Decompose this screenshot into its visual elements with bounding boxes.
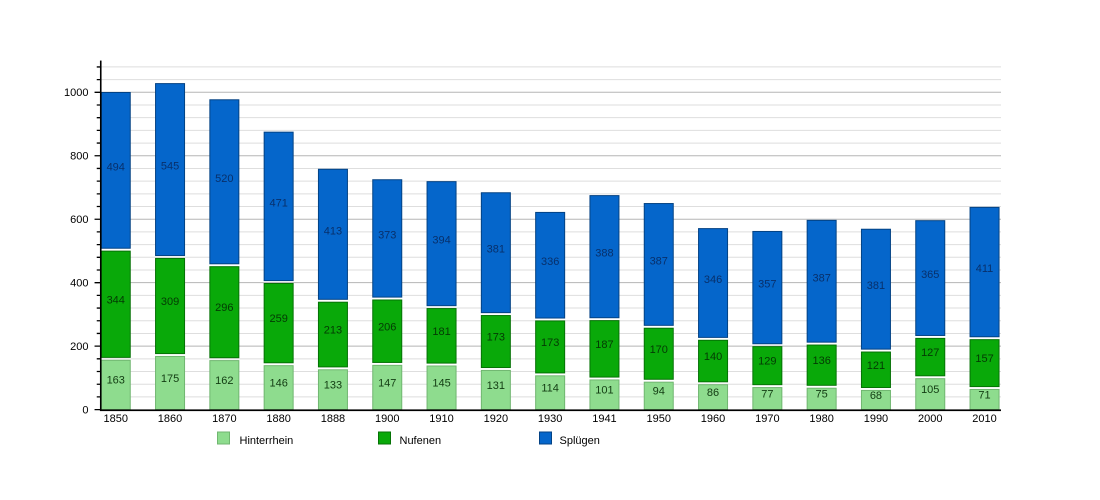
svg-text:1860: 1860 <box>158 413 182 425</box>
svg-text:1960: 1960 <box>701 413 725 425</box>
svg-text:173: 173 <box>541 337 559 349</box>
svg-text:357: 357 <box>758 279 776 291</box>
svg-text:1910: 1910 <box>429 413 453 425</box>
svg-text:309: 309 <box>161 296 179 308</box>
svg-text:1980: 1980 <box>809 413 833 425</box>
svg-text:2000: 2000 <box>918 413 942 425</box>
svg-text:388: 388 <box>595 248 613 260</box>
svg-text:471: 471 <box>269 197 287 209</box>
svg-text:387: 387 <box>650 255 668 267</box>
svg-text:344: 344 <box>107 294 125 306</box>
svg-text:181: 181 <box>432 326 450 338</box>
svg-text:163: 163 <box>107 375 125 387</box>
svg-text:77: 77 <box>761 388 773 400</box>
svg-text:129: 129 <box>758 356 776 368</box>
svg-text:1880: 1880 <box>266 413 290 425</box>
svg-text:71: 71 <box>978 389 990 401</box>
svg-text:105: 105 <box>921 384 939 396</box>
svg-text:400: 400 <box>70 278 88 290</box>
svg-text:1990: 1990 <box>864 413 888 425</box>
svg-text:101: 101 <box>595 385 613 397</box>
svg-text:75: 75 <box>816 389 828 401</box>
svg-text:127: 127 <box>921 347 939 359</box>
svg-text:1850: 1850 <box>104 413 128 425</box>
svg-text:800: 800 <box>70 151 88 163</box>
svg-text:381: 381 <box>487 244 505 256</box>
svg-text:68: 68 <box>870 390 882 402</box>
svg-text:86: 86 <box>707 387 719 399</box>
svg-text:94: 94 <box>653 386 665 398</box>
svg-text:411: 411 <box>976 263 994 275</box>
svg-text:494: 494 <box>107 161 125 173</box>
svg-text:1970: 1970 <box>755 413 779 425</box>
svg-text:1870: 1870 <box>212 413 236 425</box>
svg-text:175: 175 <box>161 373 179 385</box>
svg-text:1950: 1950 <box>647 413 671 425</box>
svg-text:Nufenen: Nufenen <box>400 435 442 447</box>
svg-text:206: 206 <box>378 321 396 333</box>
svg-text:145: 145 <box>432 378 450 390</box>
svg-text:146: 146 <box>269 377 287 389</box>
svg-text:157: 157 <box>975 353 993 365</box>
svg-text:0: 0 <box>82 405 88 417</box>
svg-text:131: 131 <box>487 380 505 392</box>
svg-text:140: 140 <box>704 351 722 363</box>
svg-text:296: 296 <box>215 302 233 314</box>
svg-text:200: 200 <box>70 341 88 353</box>
svg-text:259: 259 <box>269 313 287 325</box>
svg-text:413: 413 <box>324 225 342 237</box>
svg-text:173: 173 <box>487 332 505 344</box>
svg-text:170: 170 <box>650 344 668 356</box>
svg-text:1941: 1941 <box>592 413 616 425</box>
svg-text:Hinterrhein: Hinterrhein <box>240 435 294 447</box>
svg-text:187: 187 <box>595 339 613 351</box>
svg-text:336: 336 <box>541 256 559 268</box>
svg-text:373: 373 <box>378 229 396 241</box>
svg-text:365: 365 <box>921 269 939 281</box>
svg-text:133: 133 <box>324 380 342 392</box>
svg-text:Splügen: Splügen <box>560 435 600 447</box>
svg-text:600: 600 <box>70 214 88 226</box>
svg-text:114: 114 <box>541 383 559 395</box>
svg-text:381: 381 <box>867 280 885 292</box>
svg-text:162: 162 <box>215 375 233 387</box>
svg-text:1920: 1920 <box>484 413 508 425</box>
svg-text:1000: 1000 <box>64 87 88 99</box>
svg-text:1888: 1888 <box>321 413 345 425</box>
svg-text:1930: 1930 <box>538 413 562 425</box>
svg-text:213: 213 <box>324 325 342 337</box>
svg-text:545: 545 <box>161 161 179 173</box>
svg-text:136: 136 <box>812 355 830 367</box>
svg-text:387: 387 <box>812 272 830 284</box>
svg-text:346: 346 <box>704 274 722 286</box>
svg-text:121: 121 <box>867 360 885 372</box>
svg-text:520: 520 <box>215 173 233 185</box>
svg-text:2010: 2010 <box>972 413 996 425</box>
svg-text:147: 147 <box>378 377 396 389</box>
svg-text:394: 394 <box>432 235 450 247</box>
svg-text:1900: 1900 <box>375 413 399 425</box>
